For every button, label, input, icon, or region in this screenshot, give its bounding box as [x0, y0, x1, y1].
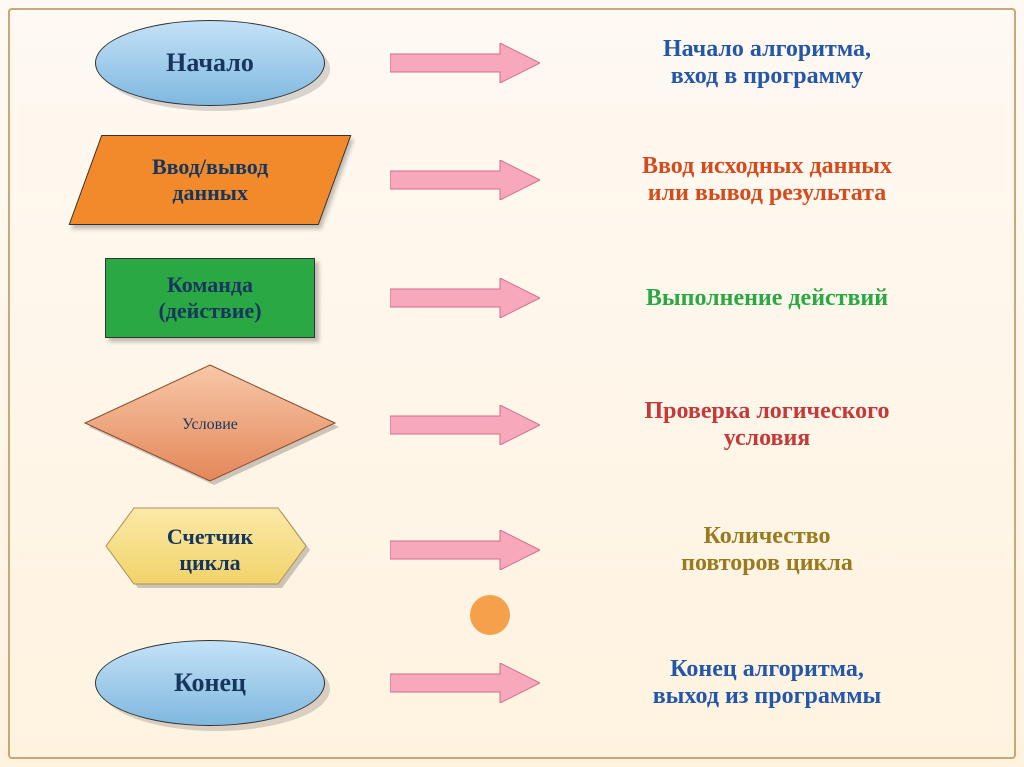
- flowchart-row: Команда(действие) Выполнение действий: [30, 258, 994, 338]
- shape-label: Условие: [182, 416, 238, 434]
- terminator-shape: Конец: [95, 640, 325, 726]
- arrow-icon: [390, 160, 540, 200]
- shape-label: Начало: [166, 48, 254, 78]
- desc-line2: выход из программы: [653, 683, 882, 709]
- desc-line2: повторов цикла: [681, 550, 853, 576]
- shape-cell: Начало: [30, 20, 390, 106]
- shape-cell: Счетчикцикла: [30, 510, 390, 590]
- decision-shape: Условие: [85, 365, 335, 485]
- description-cell: Проверка логическогоусловия: [540, 398, 994, 452]
- desc-line1: Начало алгоритма,: [663, 36, 871, 62]
- desc-line1: Ввод исходных данных: [642, 153, 892, 179]
- description-cell: Ввод исходных данныхили вывод результата: [540, 153, 994, 207]
- loop-shape: Счетчикцикла: [110, 510, 310, 590]
- process-shape: Команда(действие): [105, 258, 315, 338]
- flowchart-row: Счетчикцикла Количествоповторов цикла: [30, 510, 994, 590]
- shape-label: Счетчикцикла: [167, 524, 253, 576]
- desc-line1: Проверка логического: [645, 398, 890, 424]
- arrow-icon: [390, 663, 540, 703]
- arrow-cell: [390, 405, 540, 445]
- flowchart-row: Ввод/выводданных Ввод исходных данныхили…: [30, 135, 994, 225]
- description-cell: Конец алгоритма,выход из программы: [540, 656, 994, 710]
- arrow-cell: [390, 43, 540, 83]
- terminator-shape: Начало: [95, 20, 325, 106]
- arrow-cell: [390, 278, 540, 318]
- arrow-icon: [390, 278, 540, 318]
- description-cell: Количествоповторов цикла: [540, 523, 994, 577]
- arrow-cell: [390, 530, 540, 570]
- arrow-icon: [390, 43, 540, 83]
- flowchart-row: Начало Начало алгоритма,вход в программу: [30, 20, 994, 106]
- io-shape: Ввод/выводданных: [69, 135, 352, 225]
- arrow-cell: [390, 160, 540, 200]
- description-cell: Начало алгоритма,вход в программу: [540, 36, 994, 90]
- shape-cell: Ввод/выводданных: [30, 135, 390, 225]
- shape-label: Конец: [174, 668, 246, 698]
- arrow-icon: [390, 405, 540, 445]
- desc-line2: или вывод результата: [648, 180, 886, 206]
- shape-cell: Конец: [30, 640, 390, 726]
- decorative-dot: [470, 595, 510, 635]
- desc-line1: Количество: [704, 523, 831, 549]
- flowchart-row: Конец Конец алгоритма,выход из программы: [30, 640, 994, 726]
- desc-line1: Выполнение действий: [646, 285, 888, 311]
- desc-line1: Конец алгоритма,: [670, 656, 864, 682]
- shape-label: Команда(действие): [158, 272, 261, 324]
- desc-line2: условия: [724, 425, 811, 451]
- shape-cell: Команда(действие): [30, 258, 390, 338]
- shape-label: Ввод/выводданных: [152, 154, 268, 206]
- desc-line2: вход в программу: [671, 63, 864, 89]
- flowchart-row: Условие Проверка логическогоусловия: [30, 365, 994, 485]
- shape-cell: Условие: [30, 365, 390, 485]
- description-cell: Выполнение действий: [540, 285, 994, 312]
- arrow-icon: [390, 530, 540, 570]
- arrow-cell: [390, 663, 540, 703]
